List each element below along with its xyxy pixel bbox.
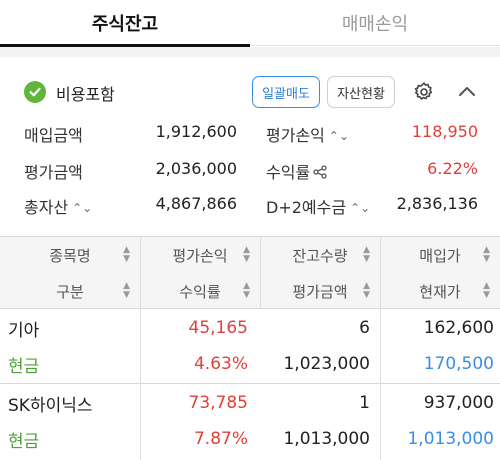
- d2-deposit-value: 2,836,136: [396, 194, 478, 213]
- col-header-buy-price[interactable]: 매입가 ▲ ▼: [380, 237, 500, 273]
- stock-name: 기아: [8, 320, 40, 341]
- include-fees-label: 비용포함: [56, 85, 115, 104]
- section-divider: [0, 47, 500, 57]
- current-price-cell: 170,500: [423, 354, 494, 374]
- total-assets-label-text: 총자산: [24, 198, 69, 217]
- tab-stock-balance[interactable]: 주식잔고: [0, 0, 250, 47]
- holdings-table: 종목명 ▲ ▼ 평가손익 ▲ ▼ 잔고수량 ▲ ▼ 매입가 ▲ ▼ 구분 ▲ ▼ 수익률 ▲ ▼ 평가금…: [0, 236, 500, 460]
- sort-arrows-icon: ▲ ▼: [243, 281, 250, 300]
- return-rate-cell: 4.63%: [193, 354, 248, 374]
- tab-bar: 주식잔고 매매손익: [0, 0, 500, 47]
- return-rate-label-text: 수익률: [266, 163, 311, 182]
- d2-deposit-label[interactable]: D+2예수금 ⌃⌄: [266, 194, 370, 218]
- share-icon: [313, 165, 327, 179]
- column-divider: [260, 237, 261, 309]
- col-header-label: 평가금액: [292, 282, 348, 301]
- col-header-return-rate[interactable]: 수익률 ▲ ▼: [140, 273, 260, 309]
- total-assets-label[interactable]: 총자산 ⌃⌄: [24, 194, 92, 218]
- tab-trading-pl[interactable]: 매매손익: [341, 14, 409, 35]
- eval-pl-value: 118,950: [411, 122, 478, 141]
- col-header-label: 평가손익: [172, 246, 228, 265]
- col-header-stock-name[interactable]: 종목명 ▲ ▼: [0, 237, 140, 273]
- chevron-up-icon[interactable]: [456, 82, 478, 102]
- col-header-qty[interactable]: 잔고수량 ▲ ▼: [260, 237, 380, 273]
- eval-pl-cell: 73,785: [188, 393, 248, 413]
- bulk-sell-button[interactable]: 일괄매도: [252, 76, 320, 108]
- qty-cell: 6: [359, 318, 370, 338]
- eval-pl-cell: 45,165: [188, 318, 248, 338]
- sort-icon: ⌃⌄: [350, 201, 371, 215]
- total-assets-value: 4,867,866: [155, 194, 237, 213]
- eval-pl-label-text: 평가손익: [266, 126, 325, 145]
- return-rate-cell: 7.87%: [193, 429, 248, 449]
- eval-amount-cell: 1,013,000: [283, 429, 370, 449]
- sort-arrows-icon: ▲ ▼: [123, 281, 130, 300]
- col-header-label: 구분: [56, 282, 84, 301]
- summary-header: 비용포함 일괄매도 자산현황: [0, 70, 500, 114]
- eval-amount-label: 평가금액: [24, 163, 83, 182]
- asset-status-button[interactable]: 자산현황: [327, 76, 395, 108]
- sort-arrows-icon: ▲ ▼: [243, 245, 250, 264]
- col-header-label: 잔고수량: [292, 246, 348, 265]
- stock-name: SK하이닉스: [8, 395, 93, 416]
- sort-icon: ⌃⌄: [328, 129, 349, 143]
- qty-cell: 1: [359, 393, 370, 413]
- return-rate-label[interactable]: 수익률: [266, 159, 327, 183]
- buy-price-cell: 937,000: [423, 393, 494, 413]
- check-icon: [29, 87, 41, 97]
- col-header-label: 현재가: [419, 282, 461, 301]
- column-divider: [380, 237, 381, 460]
- category-cell: 현금: [8, 356, 40, 377]
- sort-arrows-icon: ▲ ▼: [363, 245, 370, 264]
- col-header-current-price[interactable]: 현재가 ▲ ▼: [380, 273, 500, 309]
- col-header-label: 수익률: [179, 282, 221, 301]
- purchase-amount-label: 매입금액: [24, 126, 83, 145]
- include-fees-checkbox[interactable]: [24, 81, 46, 103]
- table-header: 종목명 ▲ ▼ 평가손익 ▲ ▼ 잔고수량 ▲ ▼ 매입가 ▲ ▼ 구분 ▲ ▼ 수익률 ▲ ▼ 평가금…: [0, 237, 500, 309]
- eval-amount-value: 2,036,000: [155, 159, 237, 178]
- row-divider: [0, 383, 500, 384]
- column-divider: [140, 237, 141, 460]
- col-header-label: 매입가: [419, 246, 461, 265]
- col-header-eval-amount[interactable]: 평가금액 ▲ ▼: [260, 273, 380, 309]
- eval-amount-cell: 1,023,000: [283, 354, 370, 374]
- col-header-category[interactable]: 구분 ▲ ▼: [0, 273, 140, 309]
- col-header-eval-pl[interactable]: 평가손익 ▲ ▼: [140, 237, 260, 273]
- eval-pl-label[interactable]: 평가손익 ⌃⌄: [266, 122, 349, 146]
- return-rate-value: 6.22%: [427, 159, 478, 178]
- category-cell: 현금: [8, 431, 40, 452]
- sort-arrows-icon: ▲ ▼: [483, 245, 490, 264]
- sort-arrows-icon: ▲ ▼: [483, 281, 490, 300]
- d2-deposit-label-text: D+2예수금: [266, 198, 347, 217]
- col-header-label: 종목명: [49, 246, 91, 265]
- sort-icon: ⌃⌄: [72, 201, 93, 215]
- gear-icon[interactable]: [412, 80, 436, 104]
- current-price-cell: 1,013,000: [407, 429, 494, 449]
- sort-arrows-icon: ▲ ▼: [363, 281, 370, 300]
- buy-price-cell: 162,600: [423, 318, 494, 338]
- sort-arrows-icon: ▲ ▼: [123, 245, 130, 264]
- purchase-amount-value: 1,912,600: [155, 122, 237, 141]
